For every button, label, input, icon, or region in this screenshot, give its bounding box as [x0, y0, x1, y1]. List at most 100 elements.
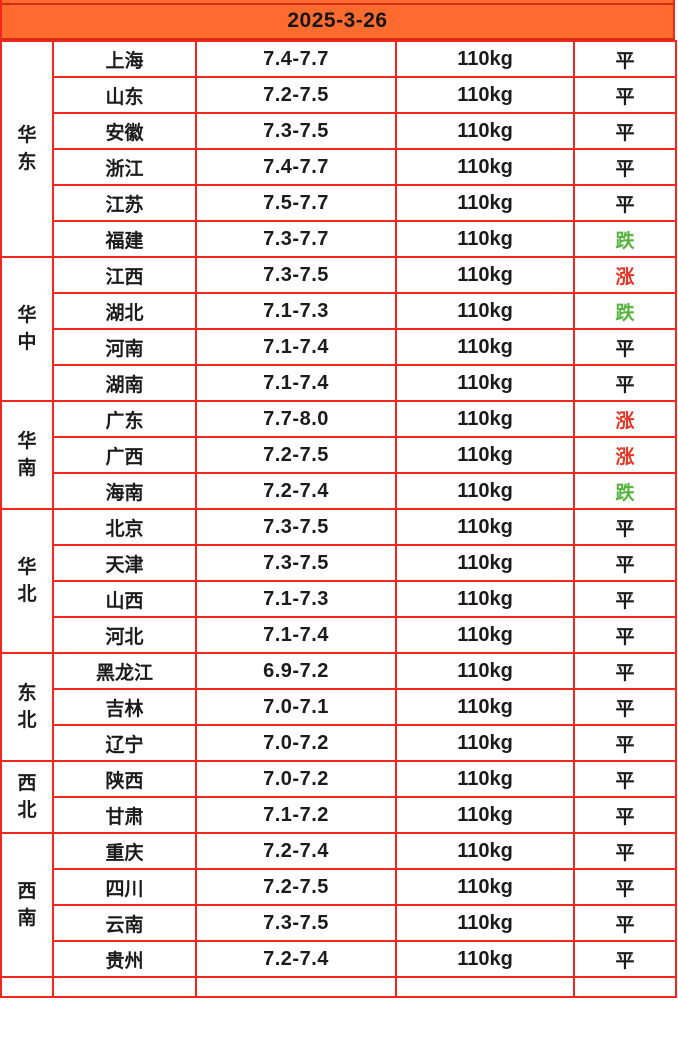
trend-cell: 涨 [573, 256, 677, 294]
province-cell: 福建 [52, 220, 197, 258]
trend-cell: 跌 [573, 292, 677, 330]
weight-cell: 110kg [395, 112, 575, 150]
price-cell: 7.4-7.7 [195, 148, 397, 186]
province-cell: 河北 [52, 616, 197, 654]
province-cell: 河南 [52, 328, 197, 366]
trend-cell: 平 [573, 688, 677, 726]
trend-cell: 涨 [573, 400, 677, 438]
table-row: 华南广东 7.7-8.0 110kg 涨 [0, 400, 677, 510]
region-label: 西南 [0, 832, 54, 978]
price-cell: 7.3-7.5 [195, 256, 397, 294]
table-row: 河南 7.1-7.4 110kg 平 [1, 328, 677, 366]
province-cell: 江苏 [52, 184, 197, 222]
table-row: 四川 7.2-7.5 110kg 平 [1, 868, 677, 906]
table-row: 吉林 7.0-7.1 110kg 平 [1, 688, 677, 726]
trend-cell: 平 [573, 940, 677, 978]
table-row: 贵州 7.2-7.4 110kg 平 [1, 940, 677, 978]
table-row: 辽宁 7.0-7.2 110kg 平 [1, 724, 677, 762]
province-cell: 上海 [52, 40, 197, 78]
price-cell: 7.1-7.3 [195, 580, 397, 618]
price-cell: 7.2-7.4 [195, 940, 397, 978]
province-cell: 广东 [52, 400, 197, 438]
price-cell: 7.1-7.4 [195, 364, 397, 402]
price-cell: 7.2-7.5 [195, 436, 397, 474]
province-cell: 山东 [52, 76, 197, 114]
province-cell: 吉林 [52, 688, 197, 726]
trend-cell: 平 [573, 40, 677, 78]
price-cell: 7.2-7.4 [195, 832, 397, 870]
weight-cell: 110kg [395, 436, 575, 474]
price-cell: 7.4-7.7 [195, 40, 397, 78]
weight-cell: 110kg [395, 724, 575, 762]
table-row: 西北陕西 7.0-7.2 110kg 平 [0, 760, 677, 834]
province-cell: 江西 [52, 256, 197, 294]
table-row: 华中江西 7.3-7.5 110kg 涨 [0, 256, 677, 402]
region-label: 西北 [0, 760, 54, 834]
weight-cell: 110kg [395, 580, 575, 618]
price-cell: 7.2-7.4 [195, 472, 397, 510]
clipped-cell [52, 976, 197, 998]
clipped-row [0, 976, 677, 998]
province-cell: 海南 [52, 472, 197, 510]
province-cell: 黑龙江 [52, 652, 197, 690]
clipped-cell [0, 976, 54, 998]
weight-cell: 110kg [395, 256, 575, 294]
region-label: 华南 [0, 400, 54, 510]
trend-cell: 平 [573, 616, 677, 654]
weight-cell: 110kg [395, 796, 575, 834]
region-label: 东北 [0, 652, 54, 762]
price-cell: 7.0-7.2 [195, 760, 397, 798]
table-row: 湖北 7.1-7.3 110kg 跌 [1, 292, 677, 330]
trend-cell: 平 [573, 796, 677, 834]
table-row: 华东上海 7.4-7.7 110kg 平 [0, 40, 677, 258]
province-cell: 安徽 [52, 112, 197, 150]
price-cell: 7.1-7.4 [195, 616, 397, 654]
price-cell: 7.2-7.5 [195, 76, 397, 114]
weight-cell: 110kg [395, 760, 575, 798]
weight-cell: 110kg [395, 652, 575, 690]
price-cell: 7.0-7.2 [195, 724, 397, 762]
trend-cell: 平 [573, 652, 677, 690]
weight-cell: 110kg [395, 76, 575, 114]
table-row: 福建 7.3-7.7 110kg 跌 [1, 220, 677, 258]
trend-cell: 平 [573, 508, 677, 546]
table-row: 江苏 7.5-7.7 110kg 平 [1, 184, 677, 222]
weight-cell: 110kg [395, 472, 575, 510]
trend-cell: 平 [573, 328, 677, 366]
table-row: 河北 7.1-7.4 110kg 平 [1, 616, 677, 654]
weight-cell: 110kg [395, 292, 575, 330]
table-row: 天津 7.3-7.5 110kg 平 [1, 544, 677, 582]
table-row: 广西 7.2-7.5 110kg 涨 [1, 436, 677, 474]
price-cell: 6.9-7.2 [195, 652, 397, 690]
table-row: 甘肃 7.1-7.2 110kg 平 [1, 796, 677, 834]
province-cell: 广西 [52, 436, 197, 474]
trend-cell: 平 [573, 904, 677, 942]
weight-cell: 110kg [395, 868, 575, 906]
trend-cell: 平 [573, 184, 677, 222]
weight-cell: 110kg [395, 148, 575, 186]
weight-cell: 110kg [395, 328, 575, 366]
weight-cell: 110kg [395, 184, 575, 222]
table-row: 云南 7.3-7.5 110kg 平 [1, 904, 677, 942]
trend-cell: 平 [573, 544, 677, 582]
trend-cell: 平 [573, 148, 677, 186]
table-row: 山西 7.1-7.3 110kg 平 [1, 580, 677, 618]
price-cell: 7.7-8.0 [195, 400, 397, 438]
region-label: 华中 [0, 256, 54, 402]
weight-cell: 110kg [395, 400, 575, 438]
clipped-cell [195, 976, 397, 998]
province-cell: 云南 [52, 904, 197, 942]
province-cell: 山西 [52, 580, 197, 618]
weight-cell: 110kg [395, 220, 575, 258]
price-table-body: 华东上海 7.4-7.7 110kg 平山东 7.2-7.5 110kg 平安徽 7.3-7.… [0, 40, 677, 998]
trend-cell: 跌 [573, 220, 677, 258]
province-cell: 贵州 [52, 940, 197, 978]
province-cell: 湖南 [52, 364, 197, 402]
trend-cell: 平 [573, 760, 677, 798]
weight-cell: 110kg [395, 616, 575, 654]
clipped-cell [573, 976, 677, 998]
clipped-cell [395, 976, 575, 998]
weight-cell: 110kg [395, 544, 575, 582]
province-cell: 湖北 [52, 292, 197, 330]
table-row: 东北黑龙江 6.9-7.2 110kg 平 [0, 652, 677, 762]
